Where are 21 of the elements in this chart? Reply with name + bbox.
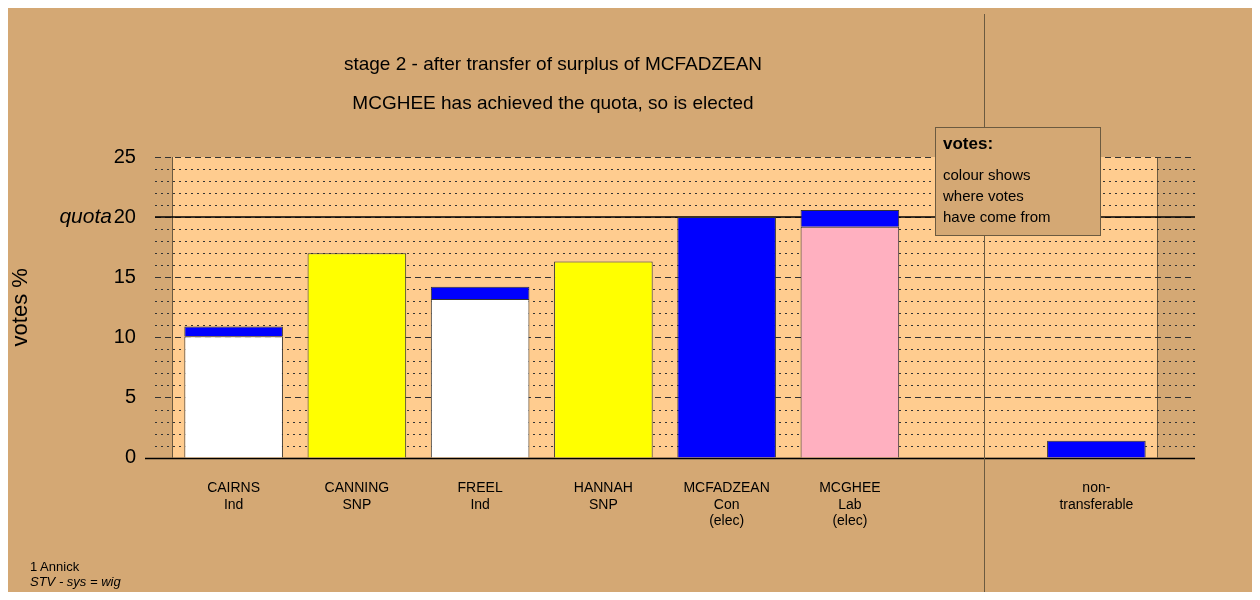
y-tick-label: 15 xyxy=(113,264,136,287)
text: STV - sys = wig xyxy=(30,573,122,589)
annotation: colour shows where votes have come from xyxy=(943,165,1052,227)
x-tick-label: HANNAH SNP xyxy=(573,478,633,512)
x-tick-label: FREEL Ind xyxy=(457,478,503,512)
x-tick-label: MCGHEE Lab (elec) xyxy=(819,478,881,529)
text: 1 Annick xyxy=(30,558,80,574)
y-tick-label: 10 xyxy=(113,324,136,347)
ref-line-label: quota xyxy=(59,203,112,227)
note-box: votes: colour shows where votes have come from xyxy=(935,127,1101,236)
x-tick-label: MCFADZEAN Con (elec) xyxy=(683,478,770,529)
x-tick-label: CAIRNS Ind xyxy=(207,478,261,512)
y-tick-label: 5 xyxy=(124,385,136,407)
x-tick-label: CANNING SNP xyxy=(324,478,390,512)
y-axis-title: votes % xyxy=(7,268,33,347)
y-tick-label: 25 xyxy=(113,144,136,167)
y-tick-label: 0 xyxy=(124,445,136,468)
x-tick-label: non- transferable xyxy=(1059,478,1134,512)
chart-title: stage 2 - after transfer of surplus of MCFADZEAN xyxy=(343,53,763,75)
y-tick-label: 20 xyxy=(113,204,136,227)
chart-subtitle: MCGHEE has achieved the quota, so is elected xyxy=(352,92,754,114)
